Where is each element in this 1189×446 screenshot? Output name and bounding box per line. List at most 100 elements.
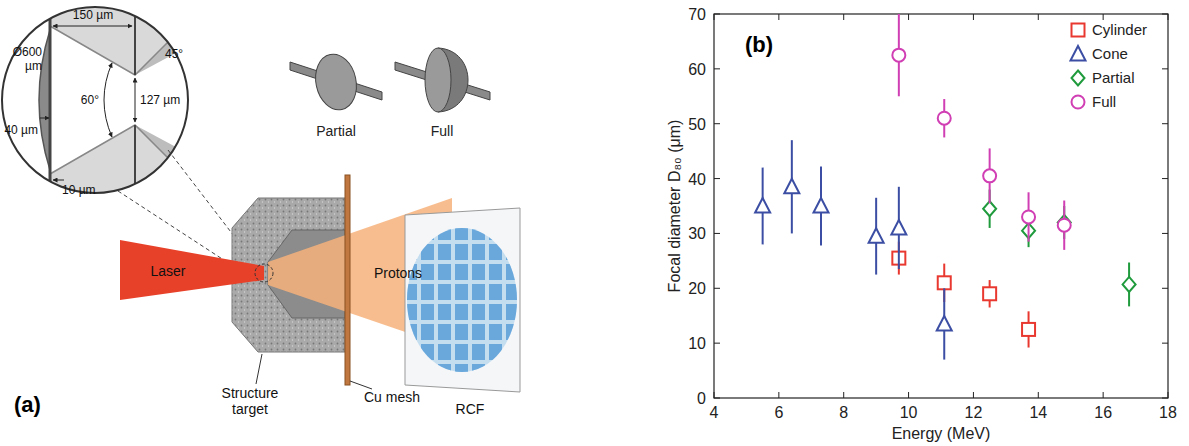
dimension-label: 10 µm: [62, 183, 96, 197]
x-tick-top: [843, 14, 844, 20]
rcf-cell: [472, 244, 485, 260]
point: [983, 287, 996, 300]
rcf-cell: [472, 304, 485, 320]
x-tick-top: [1168, 14, 1169, 20]
rcf-cell: [438, 344, 451, 360]
plot-marks: [755, 14, 1135, 360]
protons-label: Protons: [374, 265, 422, 281]
rcf-cell: [489, 364, 502, 380]
rcf-cell: [404, 284, 417, 300]
y-tick: [714, 14, 720, 15]
rcf-cell: [438, 224, 451, 240]
x-tick-label: 10: [900, 404, 918, 421]
series-1: [755, 140, 952, 359]
legend-marker: [1072, 71, 1085, 86]
inset-bg: [0, 0, 200, 200]
x-tick-label: 6: [774, 404, 783, 421]
panel-label: (a): [14, 392, 41, 417]
x-tick: [908, 392, 909, 398]
label-line: Ø600: [13, 45, 43, 59]
legend-marker: [1071, 46, 1086, 61]
panel-b: 4681012141618010203040506070Energy (MeV)…: [666, 6, 1177, 442]
rcf-cell: [438, 324, 451, 340]
point: [755, 198, 770, 213]
leader-line: [256, 354, 262, 384]
point: [784, 179, 799, 194]
inset-border: [2, 7, 188, 193]
panel-label: (b): [745, 32, 773, 57]
rcf-cell: [472, 344, 485, 360]
legend-label: Partial: [1092, 69, 1135, 86]
x-axis-title: Energy (MeV): [892, 425, 991, 442]
y-tick: [714, 398, 720, 399]
x-tick-label: 12: [965, 404, 983, 421]
plot-frame: [714, 14, 1168, 398]
point: [892, 49, 905, 62]
mesh-label: Cu mesh: [364, 389, 420, 405]
legend-marker: [1072, 24, 1085, 37]
point: [937, 316, 952, 331]
label-line: target: [232, 401, 268, 417]
panel-a: 150 µm45°Ø600µm40 µm60°127 µm10 µmPartia…: [0, 0, 530, 417]
rcf-cell: [421, 304, 434, 320]
rcf-cell: [421, 264, 434, 280]
rcf-dose-bg: [400, 220, 530, 390]
rcf-cell: [455, 304, 468, 320]
dimension-label: 40 µm: [4, 123, 38, 137]
point: [1123, 277, 1136, 292]
y-tick-right: [1162, 343, 1168, 344]
rcf-cell: [455, 224, 468, 240]
rcf-cell: [455, 264, 468, 280]
rcf-cell: [421, 244, 434, 260]
rcf-cell: [438, 364, 451, 380]
rcf-cell: [472, 324, 485, 340]
rcf-label: RCF: [456, 401, 485, 417]
rcf-cell: [455, 324, 468, 340]
point: [983, 201, 996, 216]
rcf-cell: [455, 344, 468, 360]
x-tick-label: 16: [1094, 404, 1112, 421]
rcf-cell: [489, 284, 502, 300]
y-tick: [714, 288, 720, 289]
x-tick: [1038, 392, 1039, 398]
x-tick: [1103, 392, 1104, 398]
legend-marker: [1072, 96, 1085, 109]
cu-mesh: [345, 175, 350, 385]
y-tick-right: [1162, 398, 1168, 399]
dim-arrow: [135, 78, 136, 122]
point: [869, 228, 884, 243]
y-tick-label: 70: [688, 6, 706, 23]
y-tick-label: 60: [688, 61, 706, 78]
y-tick-label: 20: [688, 280, 706, 297]
rcf-cell: [421, 364, 434, 380]
rcf-cell: [438, 304, 451, 320]
x-tick: [973, 392, 974, 398]
rcf-cell: [404, 344, 417, 360]
rcf-cell: [506, 224, 519, 240]
rcf-cell: [489, 344, 502, 360]
rcf-cell: [489, 324, 502, 340]
point: [891, 220, 906, 235]
y-tick-right: [1162, 68, 1168, 69]
y-tick-label: 30: [688, 225, 706, 242]
rcf-cell: [472, 264, 485, 280]
rcf-cell: [472, 364, 485, 380]
wall-line: [134, 0, 136, 75]
y-tick-right: [1162, 288, 1168, 289]
leader-line: [350, 381, 372, 389]
y-tick: [714, 68, 720, 69]
rcf-cell: [421, 224, 434, 240]
point: [1058, 219, 1071, 232]
inset: [0, 0, 200, 200]
x-tick-top: [973, 14, 974, 20]
rcf-cell: [455, 364, 468, 380]
series-2: [983, 190, 1135, 307]
rcf-cell: [455, 244, 468, 260]
rcf-cell: [438, 264, 451, 280]
rcf-cell: [455, 284, 468, 300]
y-tick: [714, 233, 720, 234]
x-tick-top: [1103, 14, 1104, 20]
figure: 150 µm45°Ø600µm40 µm60°127 µm10 µmPartia…: [0, 0, 1189, 446]
series-3: [892, 14, 1070, 250]
dim-arrow: [53, 26, 132, 27]
